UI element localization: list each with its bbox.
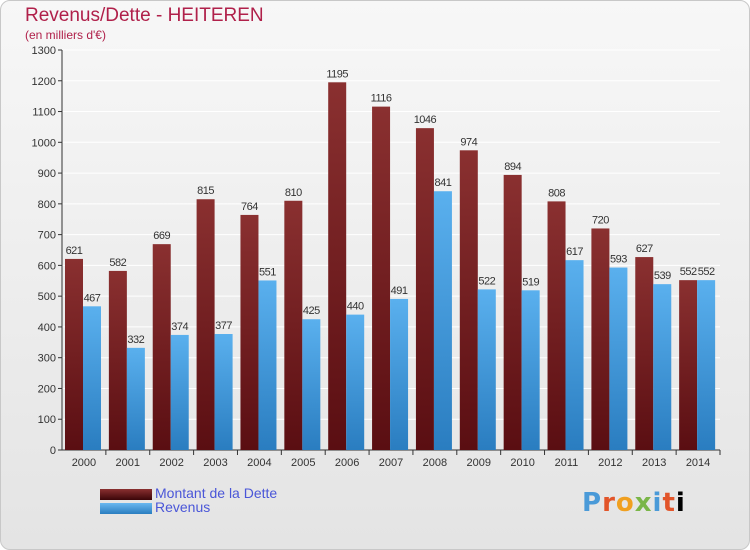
bar-revenue <box>433 191 452 450</box>
bar-revenue <box>477 289 496 450</box>
bar-revenue <box>653 284 672 450</box>
bar-revenue <box>126 347 145 450</box>
y-tick-label: 700 <box>38 230 56 242</box>
data-label-debt: 669 <box>153 230 170 242</box>
bar-debt <box>65 258 83 450</box>
bar-revenue <box>170 334 189 450</box>
bar-revenue <box>83 306 101 450</box>
data-label-debt: 974 <box>460 136 477 148</box>
chart-subtitle: (en milliers d'€) <box>25 28 106 42</box>
data-label-debt: 582 <box>109 257 126 269</box>
data-label-revenue: 491 <box>391 285 408 297</box>
bar-revenue <box>258 280 277 450</box>
bar-debt <box>679 280 698 450</box>
bar-revenue <box>390 298 409 450</box>
bar-debt <box>503 174 522 450</box>
data-label-debt: 810 <box>285 187 302 199</box>
data-label-debt: 1116 <box>371 93 392 105</box>
data-label-revenue: 440 <box>347 301 364 313</box>
x-tick-label: 2004 <box>247 457 271 469</box>
x-tick-label: 2010 <box>510 457 534 469</box>
data-label-revenue: 539 <box>654 270 671 282</box>
bar-revenue <box>346 314 365 450</box>
data-label-debt: 808 <box>548 187 565 199</box>
bar-debt <box>108 270 127 450</box>
x-tick-label: 2007 <box>379 457 403 469</box>
x-tick-label: 2013 <box>642 457 666 469</box>
bar-revenue <box>565 260 584 450</box>
legend-label-revenue: Revenus <box>155 499 211 515</box>
y-tick-label: 800 <box>38 199 56 211</box>
y-tick-label: 1300 <box>32 45 56 57</box>
y-tick-label: 600 <box>38 260 56 272</box>
y-tick-label: 1000 <box>32 137 56 149</box>
legend-label-debt: Montant de la Dette <box>155 485 278 501</box>
y-tick-label: 500 <box>38 291 56 303</box>
bar-revenue <box>214 334 233 450</box>
bar-debt <box>372 106 391 450</box>
bar-debt <box>240 214 259 450</box>
data-label-revenue: 551 <box>259 266 276 278</box>
y-tick-label: 200 <box>38 383 56 395</box>
bar-revenue <box>521 290 540 450</box>
x-tick-label: 2012 <box>598 457 622 469</box>
data-label-revenue: 552 <box>698 266 715 278</box>
bar-revenue <box>609 267 628 450</box>
bar-revenue <box>697 280 716 450</box>
x-tick-label: 2011 <box>555 457 579 469</box>
y-tick-label: 900 <box>38 168 56 180</box>
data-label-revenue: 522 <box>478 275 495 287</box>
data-label-debt: 552 <box>680 266 697 278</box>
legend-swatch-revenue <box>100 503 152 514</box>
x-tick-label: 2003 <box>203 457 227 469</box>
bar-revenue <box>302 319 321 450</box>
bar-debt <box>328 82 347 451</box>
data-label-debt: 764 <box>241 201 258 213</box>
data-label-debt: 1195 <box>326 68 348 80</box>
bar-debt <box>284 200 303 450</box>
x-tick-label: 2006 <box>335 457 359 469</box>
data-label-revenue: 841 <box>435 177 452 189</box>
bar-debt <box>459 150 478 451</box>
x-tick-label: 2009 <box>466 457 490 469</box>
data-label-revenue: 425 <box>303 305 320 317</box>
legend-swatch-debt <box>100 489 152 500</box>
data-label-debt: 621 <box>66 245 83 257</box>
proxiti-logo: Proxiti <box>582 488 686 518</box>
y-tick-label: 100 <box>38 414 56 426</box>
y-tick-label: 0 <box>50 445 56 457</box>
data-label-revenue: 519 <box>522 276 539 288</box>
bar-debt <box>591 228 610 450</box>
data-label-revenue: 593 <box>610 254 627 266</box>
data-label-revenue: 377 <box>215 320 232 332</box>
x-tick-label: 2001 <box>116 457 140 469</box>
x-tick-label: 2008 <box>423 457 447 469</box>
y-tick-label: 400 <box>38 322 56 334</box>
data-label-debt: 894 <box>504 161 521 173</box>
x-tick-label: 2002 <box>159 457 183 469</box>
bar-debt <box>152 244 171 450</box>
data-label-debt: 627 <box>636 243 653 255</box>
data-label-debt: 1046 <box>414 114 437 126</box>
data-label-debt: 815 <box>197 185 214 197</box>
x-tick-label: 2005 <box>291 457 315 469</box>
data-label-revenue: 467 <box>84 292 101 304</box>
bar-debt <box>415 128 434 450</box>
y-tick-label: 1200 <box>32 76 56 88</box>
bar-debt <box>635 257 654 450</box>
bar-debt <box>196 199 215 450</box>
y-tick-label: 300 <box>38 353 56 365</box>
chart-title: Revenus/Dette - HEITEREN <box>25 5 264 26</box>
bar-debt <box>547 201 566 450</box>
x-tick-label: 2000 <box>72 457 96 469</box>
data-label-revenue: 332 <box>127 334 144 346</box>
data-label-debt: 720 <box>592 214 609 226</box>
x-tick-label: 2014 <box>686 457 710 469</box>
data-label-revenue: 374 <box>171 321 188 333</box>
y-tick-label: 1100 <box>32 107 56 119</box>
data-label-revenue: 617 <box>566 246 583 258</box>
